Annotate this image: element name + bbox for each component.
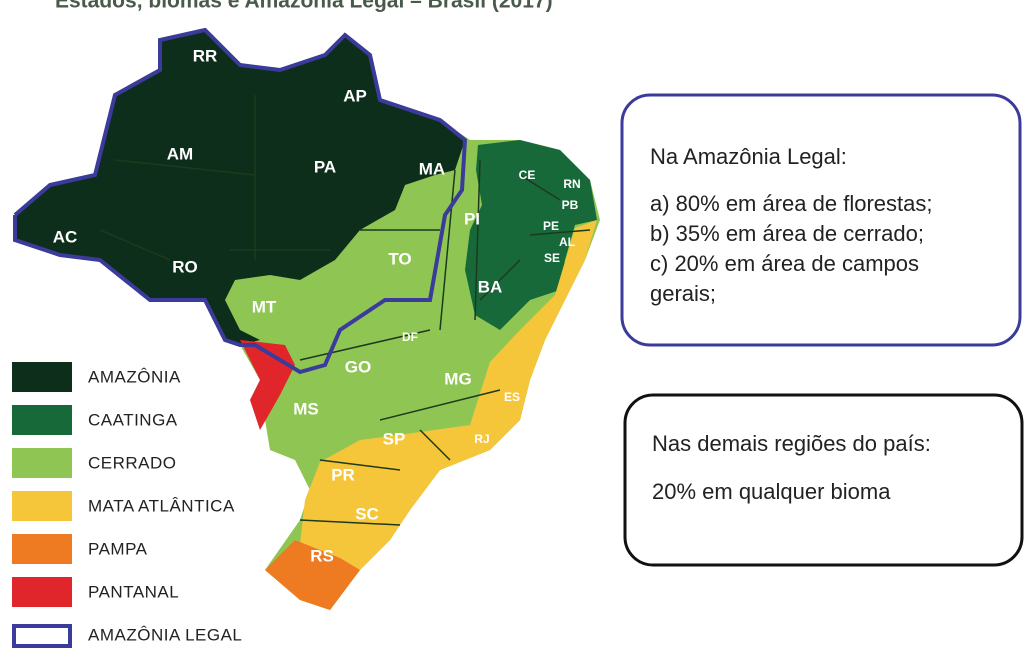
state-label: RS	[310, 546, 334, 565]
state-label: SE	[544, 251, 560, 265]
state-label: PR	[331, 465, 355, 484]
legal-line: b) 35% em área de cerrado;	[650, 221, 924, 246]
legal-line: c) 20% em área de campos	[650, 251, 919, 276]
state-label: GO	[345, 357, 371, 376]
state-label: MT	[252, 297, 277, 316]
state-label: PA	[314, 157, 336, 176]
legend-swatch	[12, 405, 72, 435]
state-label: MG	[444, 369, 471, 388]
legend-label: AMAZÔNIA	[88, 367, 181, 386]
legend-label: CAATINGA	[88, 410, 178, 429]
legend-label: MATA ATLÂNTICA	[88, 496, 235, 515]
legend-swatch	[12, 448, 72, 478]
state-label: AP	[343, 86, 367, 105]
other-heading: Nas demais regiões do país:	[652, 431, 931, 456]
pampa-region	[265, 540, 360, 610]
legend-label: AMAZÔNIA LEGAL	[88, 625, 242, 644]
legend-label: PANTANAL	[88, 582, 179, 601]
map	[13, 27, 600, 610]
state-label: SP	[383, 429, 406, 448]
amazonia-legal-border	[13, 27, 468, 375]
other-box	[623, 393, 1024, 567]
state-label: MS	[293, 399, 319, 418]
legend-label: PAMPA	[88, 539, 148, 558]
state-label: DF	[402, 330, 418, 344]
other-lines: 20% em qualquer bioma	[652, 479, 891, 504]
state-label: AL	[559, 235, 575, 249]
state-label: RJ	[474, 432, 489, 446]
legend-label: CERRADO	[88, 453, 177, 472]
legend-swatch	[12, 624, 72, 648]
border-lines	[99, 95, 591, 526]
state-label: RR	[193, 46, 218, 65]
state-label: SC	[355, 504, 379, 523]
legal-line: a) 80% em área de florestas;	[650, 191, 932, 216]
legal-box	[620, 93, 1022, 347]
state-label: TO	[388, 249, 411, 268]
state-label: PB	[562, 198, 579, 212]
legend: AMAZÔNIA CAATINGA CERRADO MATA ATLÂNTICA PAM…	[12, 362, 242, 648]
state-label: BA	[478, 277, 503, 296]
state-label: ES	[504, 390, 520, 404]
state-label: AM	[167, 144, 193, 163]
state-label: PE	[543, 219, 559, 233]
legal-heading: Na Amazônia Legal:	[650, 144, 847, 169]
title: Estados, biomas e Amazônia Legal – Brasi…	[55, 0, 553, 13]
legend-swatch	[12, 534, 72, 564]
state-label: MA	[419, 159, 445, 178]
legal-lines: a) 80% em área de florestas; b) 35% em ár…	[650, 191, 932, 306]
other-line: 20% em qualquer bioma	[652, 479, 891, 504]
legend-swatch	[12, 491, 72, 521]
state-label: CE	[519, 168, 536, 182]
state-label: RN	[563, 177, 580, 191]
mata-atlantica-region	[300, 220, 597, 570]
legend-swatch	[12, 577, 72, 607]
state-label: PI	[464, 209, 480, 228]
state-borders	[99, 95, 591, 526]
state-label: RO	[172, 257, 198, 276]
legend-swatch	[12, 362, 72, 392]
state-label: AC	[53, 227, 78, 246]
legal-line: gerais;	[650, 281, 716, 306]
amazonia-region	[15, 30, 465, 345]
